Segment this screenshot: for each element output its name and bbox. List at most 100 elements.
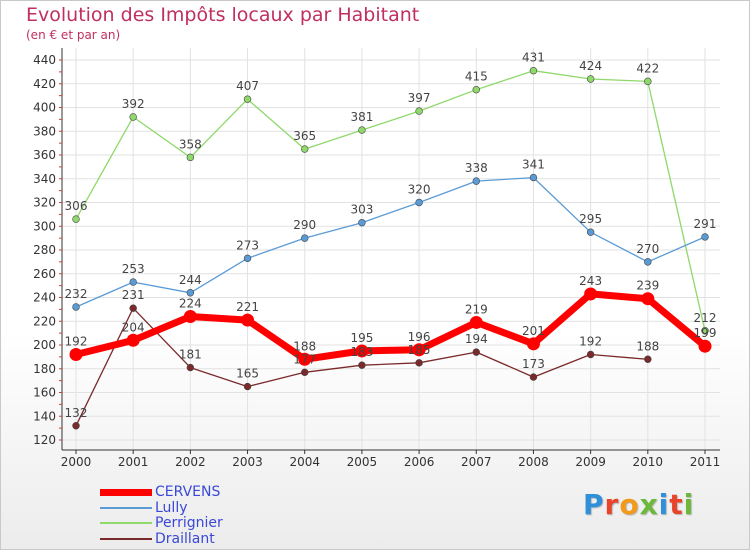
data-point <box>644 77 652 86</box>
data-point <box>358 126 366 134</box>
data-point <box>301 145 309 153</box>
data-label: 273 <box>236 238 259 252</box>
data-label: 407 <box>236 79 259 93</box>
data-point <box>415 359 423 367</box>
data-point <box>129 278 137 286</box>
data-label: 381 <box>350 110 373 124</box>
chart-title: Evolution des Impôts locaux par Habitant <box>26 4 420 26</box>
data-label: 185 <box>408 343 431 357</box>
y-tick-label: 140 <box>33 409 56 423</box>
data-label: 290 <box>293 218 316 232</box>
data-point <box>69 348 83 361</box>
legend-item-lully: Lully <box>100 500 300 516</box>
legend-swatch <box>100 522 152 524</box>
data-label: 188 <box>636 339 659 353</box>
data-label: 204 <box>122 320 145 334</box>
data-point <box>355 344 369 358</box>
data-point <box>701 233 709 241</box>
data-point <box>301 368 309 377</box>
data-point <box>186 289 195 297</box>
data-label: 424 <box>579 59 602 73</box>
data-label: 132 <box>65 406 88 420</box>
data-point <box>129 113 137 121</box>
y-tick-label: 180 <box>33 362 56 376</box>
data-point <box>129 304 137 312</box>
x-tick-label: 2001 <box>118 455 149 469</box>
x-tick-label: 2004 <box>289 455 320 469</box>
y-tick-label: 360 <box>33 148 56 162</box>
data-label: 183 <box>350 345 373 359</box>
y-tick-label: 440 <box>33 53 56 67</box>
data-point <box>529 66 538 75</box>
data-point <box>526 337 540 351</box>
data-label: 422 <box>636 61 659 75</box>
legend-label: Draillant <box>155 530 215 547</box>
data-point <box>72 215 80 223</box>
data-point <box>472 85 480 94</box>
y-tick-label: 280 <box>33 243 56 257</box>
data-label: 212 <box>694 311 717 325</box>
legend-swatch <box>100 489 152 496</box>
y-tick-label: 380 <box>33 124 56 138</box>
data-point <box>469 315 483 329</box>
legend-item-draillant: Draillant <box>100 531 300 547</box>
data-point <box>586 350 595 359</box>
data-point <box>126 333 140 347</box>
data-point <box>243 95 252 103</box>
legend-label: Perrignier <box>155 515 223 531</box>
data-label: 338 <box>465 161 488 175</box>
x-tick-label: 2009 <box>575 455 606 469</box>
data-point <box>301 234 309 242</box>
y-tick-label: 420 <box>33 77 56 91</box>
data-label: 291 <box>694 217 717 231</box>
data-label: 239 <box>636 279 659 293</box>
data-point <box>415 198 423 207</box>
data-point <box>186 153 195 162</box>
x-tick-label: 2010 <box>633 455 664 469</box>
data-label: 194 <box>465 332 488 346</box>
series-line-cervens <box>75 290 708 363</box>
data-point <box>298 352 312 366</box>
data-label: 232 <box>65 287 88 301</box>
y-tick-label: 300 <box>33 219 56 233</box>
data-label: 192 <box>65 335 88 349</box>
data-label: 415 <box>465 70 488 84</box>
data-label: 221 <box>236 300 259 314</box>
data-label: 295 <box>579 212 602 226</box>
legend-item-cervens: CERVENS <box>100 484 300 500</box>
data-point <box>644 355 652 363</box>
data-point <box>586 75 595 83</box>
data-label: 195 <box>350 331 373 345</box>
data-label: 219 <box>465 302 488 316</box>
data-label: 365 <box>293 129 316 143</box>
data-point <box>183 310 197 323</box>
data-point <box>641 292 655 306</box>
data-label: 253 <box>122 262 145 276</box>
y-tick-label: 220 <box>33 314 56 328</box>
data-label: 196 <box>408 330 431 344</box>
x-tick-label: 2002 <box>175 455 206 469</box>
y-tick-label: 400 <box>33 101 56 115</box>
data-point <box>72 422 80 430</box>
legend-item-perrignier: Perrignier <box>100 515 300 531</box>
data-label: 303 <box>350 203 373 217</box>
data-label: 177 <box>293 352 316 366</box>
data-point <box>472 348 480 356</box>
data-label: 431 <box>522 51 545 65</box>
legend-label: CERVENS <box>155 484 221 500</box>
data-point <box>472 177 480 185</box>
data-point <box>243 254 252 263</box>
x-tick-label: 2008 <box>518 455 549 469</box>
data-label: 244 <box>179 273 202 287</box>
y-tick-label: 200 <box>33 338 56 352</box>
data-point <box>358 361 366 369</box>
legend-swatch <box>100 506 152 509</box>
data-point <box>241 313 255 327</box>
data-point <box>701 327 709 335</box>
data-label: 392 <box>122 97 145 111</box>
data-label: 320 <box>408 183 431 197</box>
x-tick-label: 2000 <box>61 455 92 469</box>
data-point <box>584 287 598 301</box>
data-point <box>72 303 80 311</box>
